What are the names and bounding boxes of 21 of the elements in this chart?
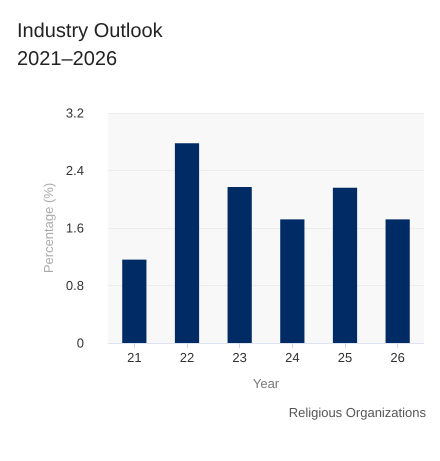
y-tick-label: 3.2 xyxy=(66,106,84,120)
bar xyxy=(332,188,358,343)
x-tick-label: 23 xyxy=(232,350,247,365)
y-axis-title: Percentage (%) xyxy=(41,182,56,274)
x-tick-label: 22 xyxy=(180,350,194,365)
bar xyxy=(174,143,200,343)
bar xyxy=(122,260,146,343)
bar xyxy=(280,219,304,343)
text: Religious Organizations xyxy=(288,405,426,420)
y-tick-label: 0 xyxy=(76,336,84,350)
bar xyxy=(386,219,410,343)
x-tick-label: 24 xyxy=(285,350,300,365)
x-tick-label: 25 xyxy=(338,350,352,365)
x-tick-label: 21 xyxy=(127,350,142,365)
chart-title: Industry Outlook 2021–2026 xyxy=(17,20,164,70)
y-tick-label: 0.8 xyxy=(66,278,84,293)
x-tick-label: 26 xyxy=(390,350,405,365)
bar xyxy=(228,187,252,343)
y-tick-label: 2.4 xyxy=(66,163,84,178)
y-tick-label: 1.6 xyxy=(66,220,84,236)
x-axis-title: Year xyxy=(252,376,280,391)
